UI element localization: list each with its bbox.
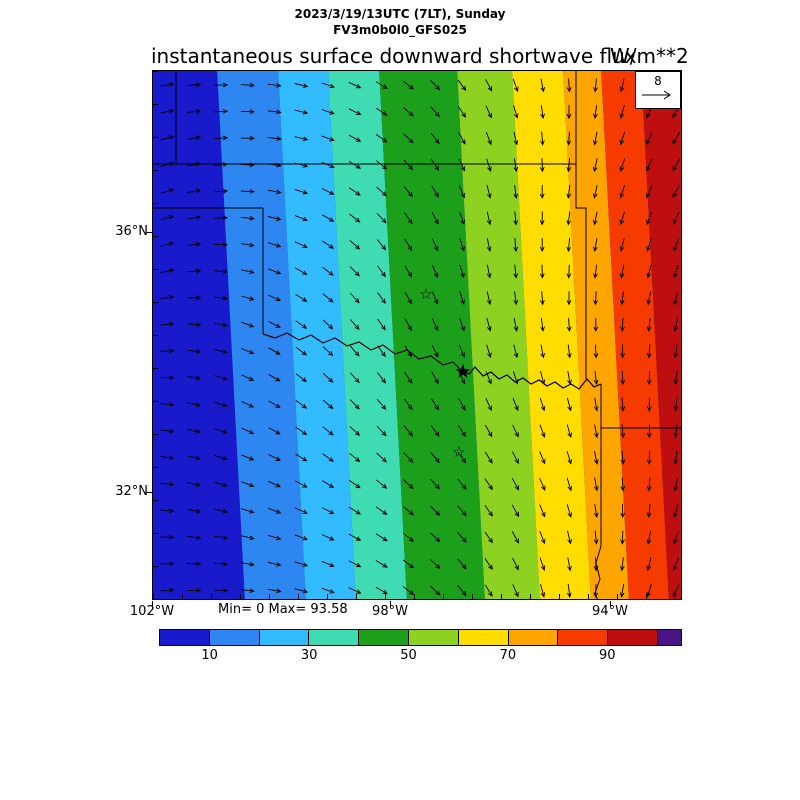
lon-label-98w: 98°W <box>372 604 408 619</box>
lon-tick-102w <box>152 601 153 607</box>
run-datetime: 2023/3/19/13UTC (7LT), Sunday <box>294 7 506 21</box>
lon-tick-98w <box>390 601 391 607</box>
lat-label-36n: 36°N <box>115 224 148 239</box>
colorbar-label-50: 50 <box>400 648 417 663</box>
colorbar-label-70: 70 <box>499 648 517 663</box>
min-max-label: Min= 0 Max= 93.58 <box>218 602 348 617</box>
colorbar-segment <box>557 629 609 646</box>
reference-vector-arrow-icon <box>642 90 671 100</box>
plot-title: instantaneous surface downward shortwave… <box>151 44 637 68</box>
reference-vector-value: 8 <box>654 74 662 88</box>
colorbar-segment <box>457 629 509 646</box>
colorbar-overflow-segment <box>656 629 682 646</box>
colorbar-segment <box>358 629 409 646</box>
colorbar-segment <box>258 629 310 646</box>
map-overlay: ☆ ★ ☆ <box>153 71 681 599</box>
colorbar <box>159 629 682 646</box>
wind-vectors <box>160 78 680 598</box>
colorbar-label-10: 10 <box>201 648 218 663</box>
lon-tick-94w <box>610 601 611 607</box>
colorbar-segment <box>507 629 559 646</box>
location-markers: ☆ ★ ☆ <box>419 285 472 461</box>
lat-tick-36n <box>146 232 152 233</box>
colorbar-label-90: 90 <box>599 648 616 663</box>
colorbar-segment <box>607 629 658 646</box>
colorbar-segment <box>407 629 459 646</box>
reference-vector-box: 8 <box>635 71 681 109</box>
colorbar-segment <box>208 629 260 646</box>
state-borders <box>153 71 681 599</box>
lon-label-94w: 94°W <box>592 604 628 619</box>
colorbar-label-30: 30 <box>300 648 318 663</box>
model-name: FV3m0b0l0_GFS025 <box>333 23 467 37</box>
open-star-marker: ☆ <box>419 285 432 303</box>
open-star-marker: ☆ <box>452 443 465 461</box>
minor-ticks-left <box>153 71 158 599</box>
filled-star-marker: ★ <box>454 359 472 383</box>
colorbar-segment <box>159 629 210 646</box>
lat-label-32n: 32°N <box>115 484 148 499</box>
red-river <box>262 332 602 390</box>
map-panel: ☆ ★ ☆ 8 <box>152 70 682 600</box>
colorbar-segment <box>308 629 360 646</box>
plot-units: W/m**2 <box>610 44 689 68</box>
minor-ticks-bottom <box>153 594 681 599</box>
lon-label-102w: 102°W <box>129 604 175 619</box>
lat-tick-32n <box>146 492 152 493</box>
